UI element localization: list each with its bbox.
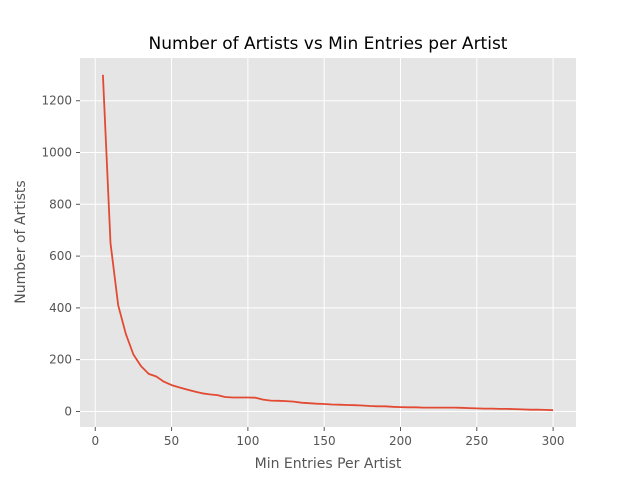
y-tick-label: 400 xyxy=(49,301,72,315)
x-tick-label: 300 xyxy=(542,434,565,448)
x-tick-label: 50 xyxy=(164,434,179,448)
x-tick-label: 250 xyxy=(465,434,488,448)
y-axis-ticks: 0 200 400 600 800 1000 1200 xyxy=(41,94,80,418)
y-tick-label: 0 xyxy=(64,404,72,418)
series-line xyxy=(102,74,554,412)
y-tick-label: 600 xyxy=(49,249,72,263)
x-tick-label: 150 xyxy=(313,434,336,448)
x-axis-ticks: 0 50 100 150 200 250 300 xyxy=(91,427,565,448)
chart-title: Number of Artists vs Min Entries per Art… xyxy=(149,34,508,54)
y-tick-label: 1000 xyxy=(41,146,72,160)
x-tick-label: 200 xyxy=(389,434,412,448)
y-tick-label: 800 xyxy=(49,197,72,211)
x-tick-label: 0 xyxy=(91,434,99,448)
y-tick-label: 1200 xyxy=(41,94,72,108)
x-axis-label: Min Entries Per Artist xyxy=(255,456,402,472)
x-tick-label: 100 xyxy=(236,434,259,448)
y-tick-label: 200 xyxy=(49,353,72,367)
y-axis-label: Number of Artists xyxy=(13,180,29,303)
grid xyxy=(80,58,576,427)
plot-area xyxy=(80,58,576,427)
